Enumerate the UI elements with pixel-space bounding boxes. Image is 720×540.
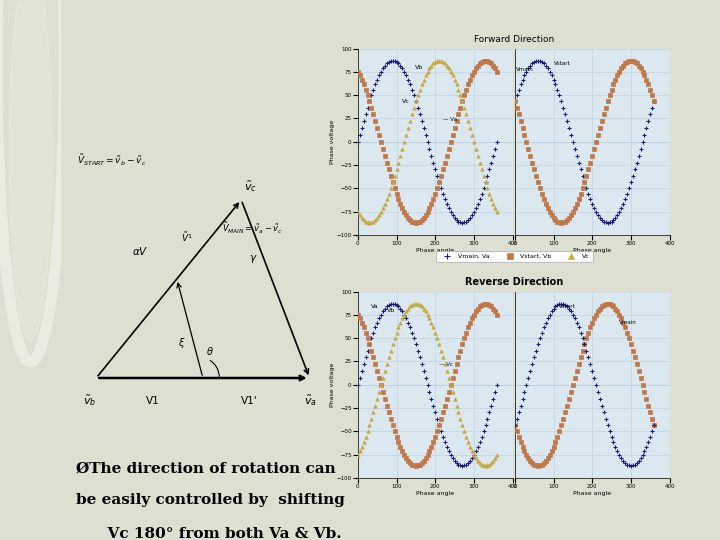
- Circle shape: [9, 0, 52, 340]
- Text: V1': V1': [241, 396, 258, 406]
- Text: Vc 180° from both Va & Vb.: Vc 180° from both Va & Vb.: [96, 527, 341, 540]
- Text: — Va: — Va: [443, 117, 457, 122]
- Text: Vb: Vb: [387, 308, 395, 313]
- Text: ØThe direction of rotation can: ØThe direction of rotation can: [76, 461, 336, 475]
- Text: $\tilde{v}_a$: $\tilde{v}_a$: [304, 393, 317, 408]
- Text: Va: Va: [372, 305, 379, 309]
- Legend: Vmain, Va, Vstart, Vb, Vc: Vmain, Va, Vstart, Vb, Vc: [436, 251, 593, 262]
- Text: V1: V1: [145, 396, 159, 406]
- Text: Reverse Direction: Reverse Direction: [465, 278, 564, 287]
- Text: Vstart: Vstart: [559, 305, 576, 309]
- Text: Vb: Vb: [415, 65, 423, 70]
- Text: $\tilde{V}^1$: $\tilde{V}^1$: [181, 230, 193, 244]
- X-axis label: Phase angle: Phase angle: [416, 247, 454, 253]
- Y-axis label: Phase voltage: Phase voltage: [330, 120, 335, 164]
- Text: — Vc: — Vc: [439, 362, 453, 367]
- Text: $\alpha V$: $\alpha V$: [132, 245, 148, 257]
- Y-axis label: Phase voltage: Phase voltage: [330, 363, 335, 407]
- X-axis label: Phase angle: Phase angle: [573, 247, 611, 253]
- Text: $\tilde{V}_{MAIN} = \tilde{v}_a - \tilde{v}_c$: $\tilde{V}_{MAIN} = \tilde{v}_a - \tilde…: [222, 220, 283, 235]
- Text: $\tilde{v}_c$: $\tilde{v}_c$: [244, 179, 257, 194]
- Text: $\gamma$: $\gamma$: [249, 253, 258, 265]
- Text: Vc: Vc: [402, 99, 410, 104]
- Text: $\tilde{v}_b$: $\tilde{v}_b$: [83, 393, 96, 408]
- Text: Forward Direction: Forward Direction: [474, 35, 554, 44]
- Text: Vmain: Vmain: [619, 320, 637, 325]
- Text: Vstart: Vstart: [554, 62, 570, 66]
- Text: $\xi$: $\xi$: [179, 335, 186, 349]
- Text: $\theta$: $\theta$: [206, 345, 213, 357]
- Text: $\tilde{V}_{START} = \tilde{v}_b - \tilde{v}_c$: $\tilde{V}_{START} = \tilde{v}_b - \tild…: [77, 152, 146, 167]
- X-axis label: Phase angle: Phase angle: [573, 490, 611, 496]
- Text: be easily controlled by  shifting: be easily controlled by shifting: [76, 494, 345, 507]
- Text: Vmain: Vmain: [516, 67, 534, 72]
- X-axis label: Phase angle: Phase angle: [416, 490, 454, 496]
